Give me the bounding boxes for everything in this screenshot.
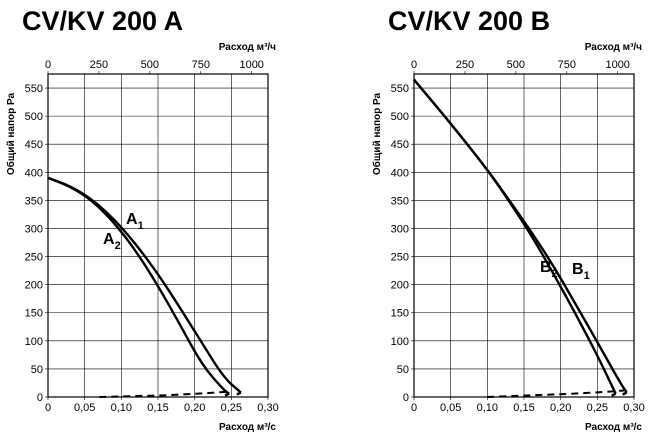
plot-frame [47,73,269,398]
y-tick-label: 0 [403,392,409,404]
x2-tick-label: 250 [90,59,108,71]
x2-tick-label: 750 [558,59,576,71]
series-label-b2: B2 [540,259,558,280]
chart-b-panel: CV/KV 200 B 0 0,05 0,10 0,15 0,20 0,25 0,30 0 50 1… [371,6,645,433]
x2-tick-label: 500 [141,59,159,71]
chart-title: CV/KV 200 B [388,6,550,36]
x-tick-label: 0,10 [111,402,132,414]
x-tick-label: 0 [411,402,417,414]
series-end-a1 [236,391,242,396]
y-tick-label: 400 [25,167,43,179]
x-tick-label: 0,05 [74,402,95,414]
chart-title: CV/KV 200 A [22,6,183,36]
y-tick-label: 450 [391,139,409,151]
x-tick-label: 0,15 [513,402,534,414]
x2-axis-label: Расход м³/ч [219,42,276,53]
y-tick-label: 400 [391,167,409,179]
x2-tick-label: 250 [456,59,474,71]
x-tick-label: 0,05 [440,402,461,414]
x-tick-label: 0,30 [623,402,644,414]
x2-tick-label: 0 [45,59,51,71]
y-tick-label: 500 [25,111,43,123]
y-tick-label: 250 [391,252,409,264]
x-tick-label: 0,15 [147,402,168,414]
y-tick-label: 0 [37,392,43,404]
chart-a-panel: CV/KV 200 A 0 0,05 0,10 0,15 0,20 0,25 0,30 0 50 1… [5,6,279,433]
y-tick-label: 300 [391,223,409,235]
series-end-a2 [224,392,230,397]
x-tick-label: 0,25 [587,402,608,414]
series-label-a1: A1 [126,211,144,232]
series-label-b1: B1 [572,261,590,282]
series-line-b1 [413,78,628,394]
x-tick-label: 0,25 [221,402,242,414]
series-line-a1 [47,176,242,394]
y-tick-label: 150 [25,308,43,320]
plot-frame [413,73,635,398]
y-tick-label: 100 [25,336,43,348]
min-flow-line [99,390,232,398]
x-tick-label: 0,20 [184,402,205,414]
min-flow-line [487,389,627,398]
x-tick-label: 0,20 [550,402,571,414]
y-axis-label: Общий напор Ра [5,92,17,175]
y-tick-label: 50 [31,364,43,376]
y-tick-label: 300 [25,223,43,235]
x2-axis-label: Расход м³/ч [585,42,642,53]
x2-tick-label: 1000 [605,59,629,71]
x-tick-label: 0,30 [257,402,278,414]
y-tick-label: 350 [391,195,409,207]
y-tick-label: 150 [391,308,409,320]
y-tick-label: 550 [25,83,43,95]
y-tick-label: 200 [25,280,43,292]
x-axis-label: Расход м³/с [219,422,276,433]
y-tick-label: 200 [391,280,409,292]
series-label-a2: A2 [103,231,121,252]
x2-tick-label: 750 [192,59,210,71]
x-axis-label: Расход м³/с [585,422,642,433]
series-end-b1 [622,391,628,396]
series-end-b2 [611,392,617,397]
y-axis-label: Общий напор Ра [371,92,383,175]
x-tick-label: 0,10 [477,402,498,414]
y-tick-label: 100 [391,336,409,348]
y-tick-label: 350 [25,195,43,207]
x2-tick-label: 0 [411,59,417,71]
x-tick-label: 0 [45,402,51,414]
y-tick-label: 450 [25,139,43,151]
series-line-b2 [413,78,617,395]
y-tick-label: 550 [391,83,409,95]
x2-tick-label: 1000 [239,59,263,71]
series-line-a2 [47,176,230,395]
y-tick-label: 500 [391,111,409,123]
y-tick-label: 250 [25,252,43,264]
y-tick-label: 50 [397,364,409,376]
x2-tick-label: 500 [507,59,525,71]
